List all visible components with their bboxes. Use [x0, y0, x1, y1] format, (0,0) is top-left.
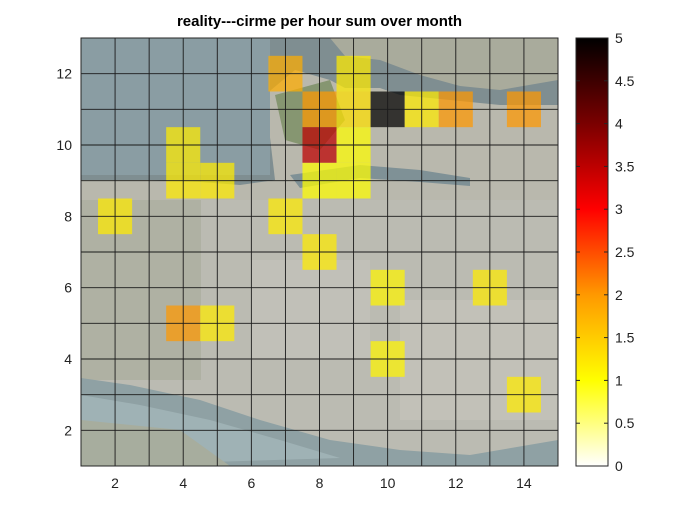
- colorbar-gradient: [575, 37, 609, 467]
- colorbar-tick-label: 4.5: [615, 73, 635, 89]
- x-tick-label: 14: [516, 475, 532, 491]
- x-tick-label: 6: [247, 475, 255, 491]
- x-axis-ticks: 2 4 6 8 10 12 14: [111, 475, 532, 491]
- x-tick-label: 2: [111, 475, 119, 491]
- y-tick-label: 10: [56, 137, 72, 153]
- y-tick-label: 8: [64, 208, 72, 224]
- colorbar-ticks: 0 0.5 1 1.5 2 2.5 3 3.5 4 4.5 5: [576, 30, 635, 474]
- y-tick-label: 6: [64, 280, 72, 296]
- chart-title: reality---cirme per hour sum over month: [176, 13, 463, 30]
- x-tick-label: 10: [380, 475, 396, 491]
- y-tick-label: 2: [64, 422, 72, 438]
- y-tick-label: 12: [56, 66, 72, 82]
- colorbar-tick-label: 3.5: [615, 158, 635, 174]
- colorbar-tick-label: 2.5: [615, 244, 635, 260]
- axes-frame: [80, 37, 559, 467]
- colorbar: 0 0.5 1 1.5 2 2.5 3 3.5 4 4.5 5: [575, 30, 635, 474]
- y-axis-ticks: 2 4 6 8 10 12: [56, 66, 72, 439]
- colorbar-tick-label: 2: [615, 287, 623, 303]
- y-tick-label: 4: [64, 351, 72, 367]
- colorbar-tick-label: 0: [615, 458, 623, 474]
- x-tick-label: 8: [316, 475, 324, 491]
- colorbar-tick-label: 1: [615, 372, 623, 388]
- colorbar-tick-label: 3: [615, 201, 623, 217]
- colorbar-tick-label: 5: [615, 30, 623, 46]
- colorbar-tick-label: 0.5: [615, 415, 635, 431]
- grid-lines: [80, 37, 559, 467]
- x-tick-label: 4: [179, 475, 187, 491]
- colorbar-tick-label: 4: [615, 116, 623, 132]
- x-tick-label: 12: [448, 475, 464, 491]
- colorbar-tick-label: 1.5: [615, 330, 635, 346]
